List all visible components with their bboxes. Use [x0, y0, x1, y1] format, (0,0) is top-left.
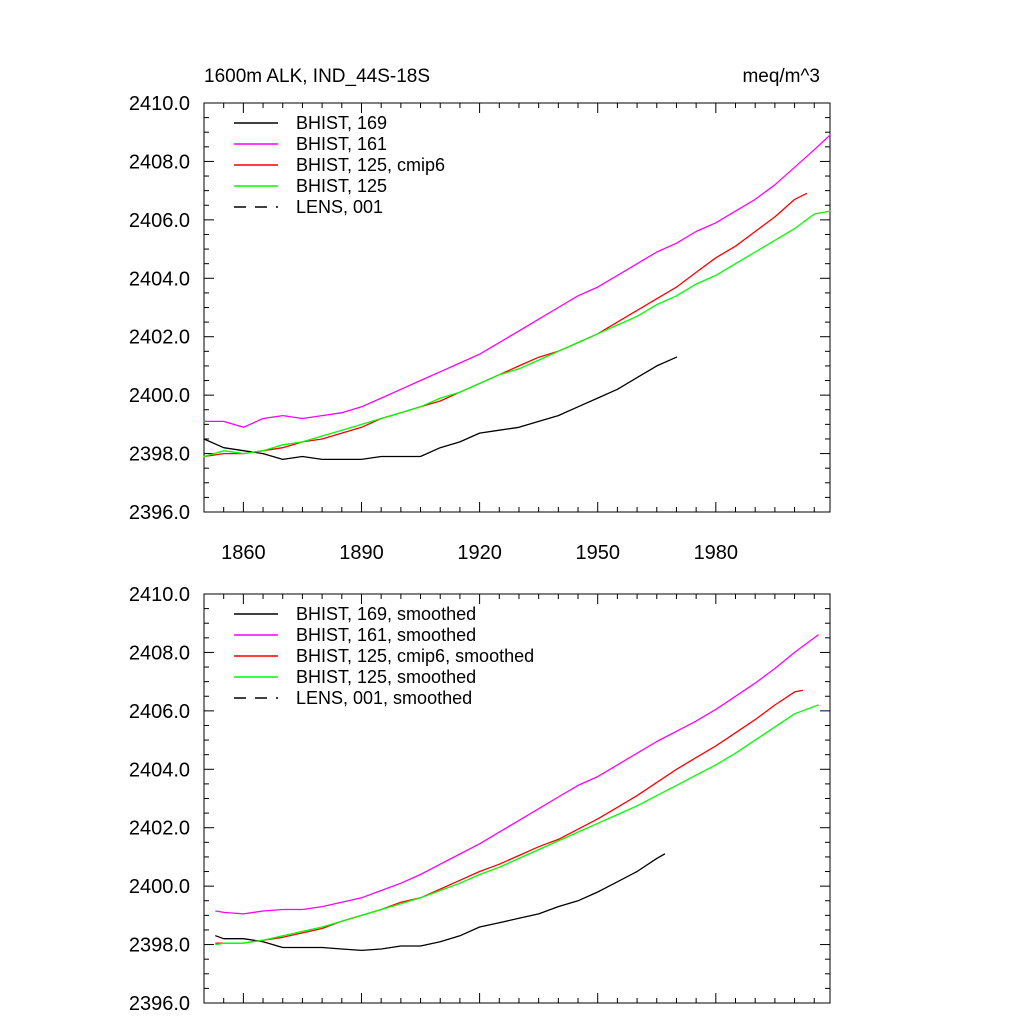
x-tick-label: 1980 — [694, 542, 739, 564]
y-tick-label: 2408.0 — [129, 642, 190, 664]
legend-label: BHIST, 125, cmip6 — [296, 155, 445, 175]
legend-label: BHIST, 169, smoothed — [296, 604, 476, 624]
legend-label: BHIST, 161 — [296, 134, 387, 154]
chart-title: 1600m ALK, IND_44S-18S — [204, 66, 430, 87]
legend-label: BHIST, 169 — [296, 113, 387, 133]
legend-label: BHIST, 125, cmip6, smoothed — [296, 646, 534, 666]
legend-label: BHIST, 125, smoothed — [296, 667, 476, 687]
x-tick-label: 1950 — [575, 542, 620, 564]
series-line-3 — [203, 210, 831, 458]
legend-label: BHIST, 161, smoothed — [296, 625, 476, 645]
series-line-3 — [215, 704, 819, 946]
y-tick-label: 2410.0 — [129, 584, 190, 606]
series-line-2 — [215, 689, 804, 944]
x-tick-label: 1890 — [339, 542, 384, 564]
y-tick-label: 2410.0 — [129, 93, 190, 115]
legend-label: LENS, 001, smoothed — [296, 688, 472, 708]
y-tick-label: 2396.0 — [129, 502, 190, 524]
y-tick-label: 2404.0 — [129, 268, 190, 290]
y-tick-label: 2406.0 — [129, 701, 190, 723]
y-tick-label: 2404.0 — [129, 759, 190, 781]
y-tick-label: 2400.0 — [129, 876, 190, 898]
y-tick-label: 2398.0 — [129, 444, 190, 466]
panel-top: 2396.0 2398.0 2400.0 2402.0 2404.0 2406.0 2408… — [129, 66, 831, 564]
series-line-1 — [215, 634, 819, 915]
units-label: meq/m^3 — [742, 66, 820, 87]
series-line-1 — [203, 134, 831, 428]
y-tick-label: 2398.0 — [129, 935, 190, 957]
y-tick-label: 2396.0 — [129, 993, 190, 1015]
y-tick-label: 2402.0 — [129, 327, 190, 349]
y-tick-label: 2406.0 — [129, 210, 190, 232]
series-line-0 — [215, 853, 666, 952]
legend-label: LENS, 001 — [296, 197, 383, 217]
y-tick-label: 2408.0 — [129, 151, 190, 173]
legend-label: BHIST, 125 — [296, 176, 387, 196]
y-tick-label: 2400.0 — [129, 385, 190, 407]
x-tick-label: 1860 — [221, 542, 266, 564]
series-line-0 — [203, 356, 678, 461]
y-tick-label: 2402.0 — [129, 818, 190, 840]
x-tick-label: 1920 — [457, 542, 502, 564]
panel-bottom: 2396.0 2398.0 2400.0 2402.0 2404.0 2406.0 2408… — [129, 584, 831, 1015]
